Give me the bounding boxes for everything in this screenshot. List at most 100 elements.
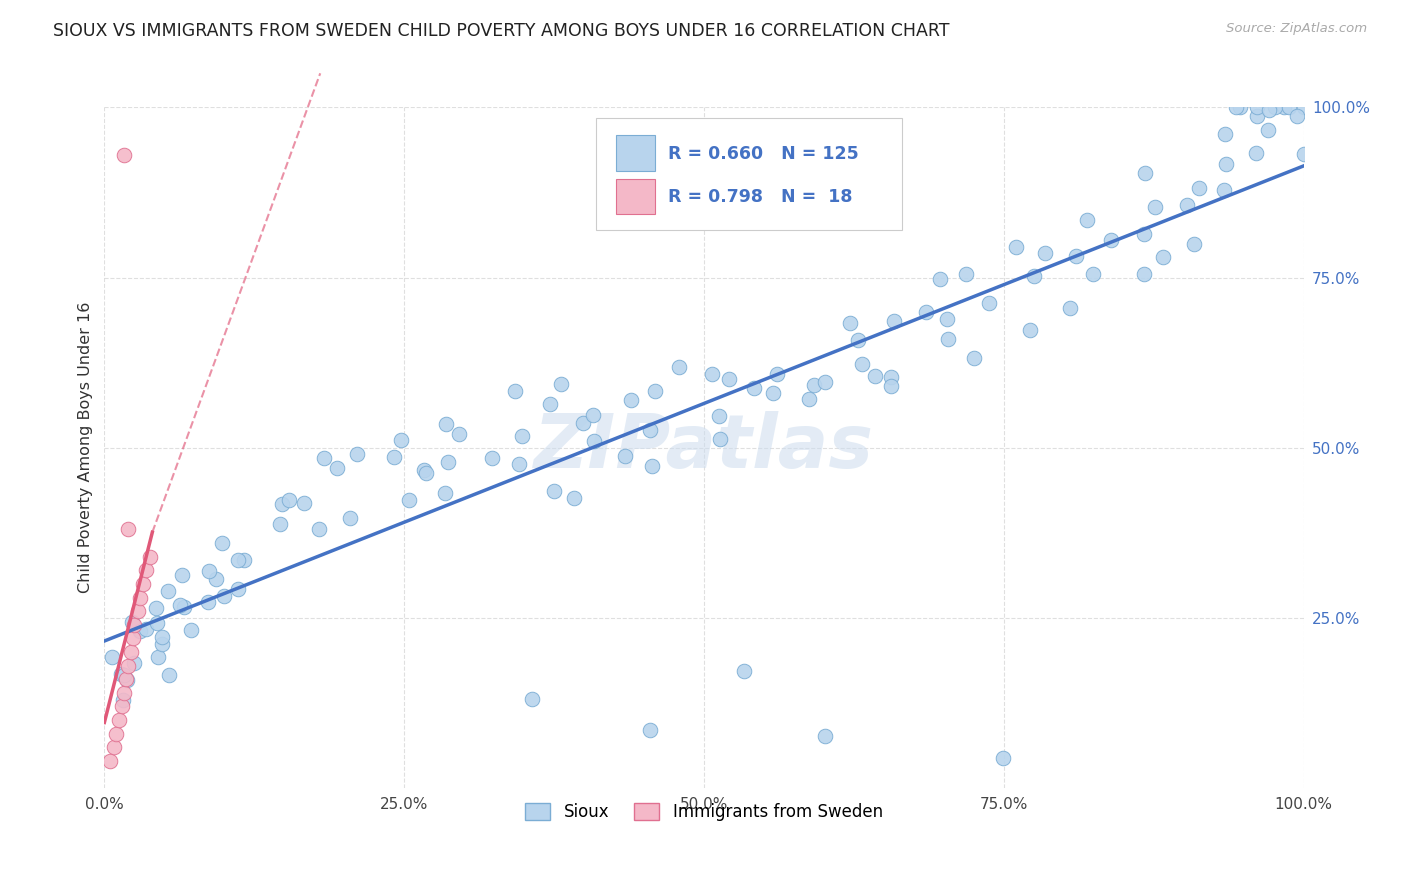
- Point: [135, 563, 157, 577]
- Point: [127, 604, 149, 618]
- Point: [117, 658, 139, 673]
- Y-axis label: Child Poverty Among Boys Under 16: Child Poverty Among Boys Under 16: [79, 302, 93, 593]
- Point: [170, 568, 193, 582]
- Point: [510, 428, 533, 442]
- Point: [111, 693, 134, 707]
- Point: [228, 553, 250, 567]
- Point: [169, 598, 191, 612]
- Point: [709, 432, 731, 446]
- Point: [709, 409, 731, 423]
- Point: [112, 667, 135, 681]
- Point: [1229, 100, 1251, 114]
- Point: [543, 483, 565, 498]
- Point: [1005, 240, 1028, 254]
- Point: [1215, 157, 1237, 171]
- Point: [111, 699, 134, 714]
- Point: [1099, 234, 1122, 248]
- Point: [838, 316, 860, 330]
- Point: [1215, 127, 1237, 141]
- Point: [702, 367, 724, 381]
- Point: [1144, 200, 1167, 214]
- Point: [382, 450, 405, 464]
- Point: [762, 386, 785, 401]
- Point: [112, 686, 135, 700]
- Point: [814, 376, 837, 390]
- Point: [145, 616, 167, 631]
- Point: [1278, 100, 1301, 114]
- Point: [146, 649, 169, 664]
- Point: [550, 376, 572, 391]
- Point: [1175, 197, 1198, 211]
- Point: [641, 458, 664, 473]
- Point: [846, 333, 869, 347]
- Point: [929, 272, 952, 286]
- Point: [1292, 100, 1315, 114]
- Point: [977, 296, 1000, 310]
- FancyBboxPatch shape: [596, 118, 901, 230]
- Point: [197, 595, 219, 609]
- Point: [863, 369, 886, 384]
- Point: [124, 656, 146, 670]
- Point: [339, 511, 361, 525]
- Point: [105, 727, 128, 741]
- Point: [115, 672, 138, 686]
- Point: [1258, 103, 1281, 117]
- Text: Source: ZipAtlas.com: Source: ZipAtlas.com: [1226, 22, 1367, 36]
- Point: [1285, 109, 1308, 123]
- Point: [814, 729, 837, 743]
- Point: [1182, 237, 1205, 252]
- Point: [1257, 122, 1279, 136]
- Point: [122, 632, 145, 646]
- Point: [150, 637, 173, 651]
- Point: [742, 382, 765, 396]
- Point: [936, 312, 959, 326]
- Point: [1213, 183, 1236, 197]
- Point: [269, 517, 291, 532]
- Point: [1133, 227, 1156, 241]
- Point: [1246, 100, 1268, 114]
- Point: [1024, 269, 1046, 284]
- Point: [522, 692, 544, 706]
- Point: [132, 577, 155, 591]
- Point: [415, 467, 437, 481]
- Point: [1076, 212, 1098, 227]
- Point: [145, 600, 167, 615]
- Point: [271, 497, 294, 511]
- Point: [644, 384, 666, 399]
- Point: [233, 553, 256, 567]
- FancyBboxPatch shape: [616, 136, 655, 170]
- Point: [1272, 100, 1295, 114]
- Point: [963, 351, 986, 366]
- Point: [803, 378, 825, 392]
- Point: [1152, 250, 1174, 264]
- Point: [915, 305, 938, 319]
- Point: [389, 433, 412, 447]
- Point: [107, 713, 129, 727]
- Point: [212, 590, 235, 604]
- Point: [121, 615, 143, 629]
- Point: [481, 451, 503, 466]
- Point: [1083, 267, 1105, 281]
- Point: [314, 451, 336, 466]
- Point: [613, 449, 636, 463]
- Point: [157, 667, 180, 681]
- Point: [226, 582, 249, 596]
- Point: [1133, 268, 1156, 282]
- Point: [638, 423, 661, 437]
- Point: [991, 750, 1014, 764]
- Point: [346, 447, 368, 461]
- Point: [583, 434, 606, 449]
- Point: [936, 332, 959, 346]
- Point: [1292, 147, 1315, 161]
- Point: [1225, 100, 1247, 114]
- Point: [326, 461, 349, 475]
- Point: [110, 667, 132, 681]
- Point: [103, 740, 125, 755]
- Point: [205, 572, 228, 586]
- Point: [211, 536, 233, 550]
- Point: [668, 360, 690, 375]
- Point: [508, 457, 530, 471]
- Point: [1019, 323, 1042, 337]
- Point: [308, 522, 330, 536]
- Point: [1188, 181, 1211, 195]
